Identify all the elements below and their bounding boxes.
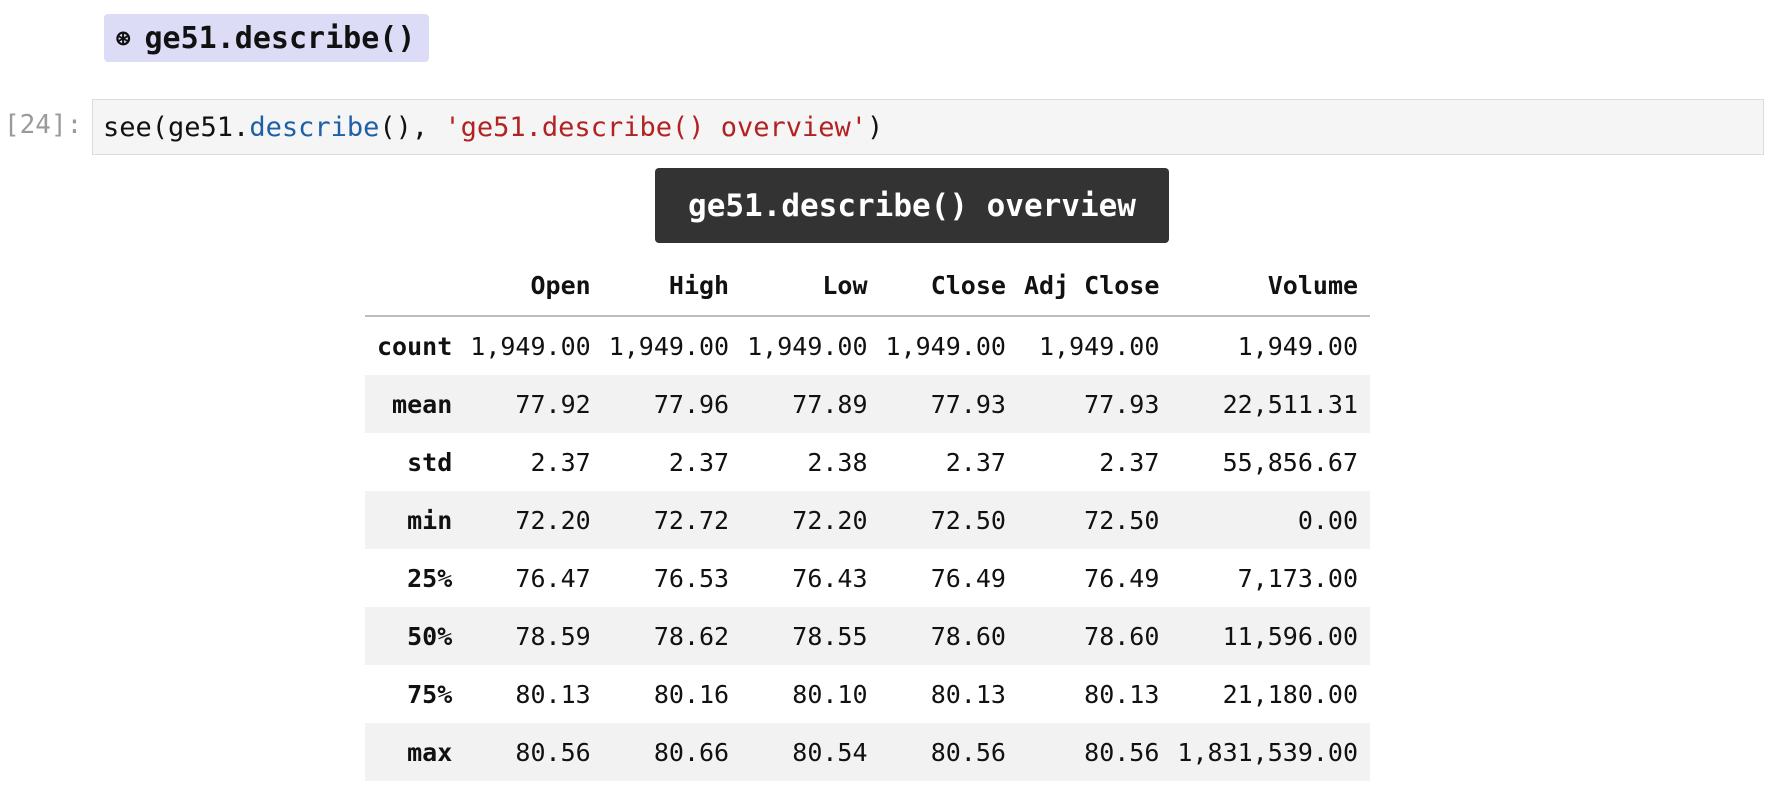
- table-row: min 72.20 72.72 72.20 72.50 72.50 0.00: [365, 491, 1371, 549]
- code-token-str: 'ge51.describe() overview': [444, 111, 868, 143]
- table-body: count 1,949.00 1,949.00 1,949.00 1,949.00 1,9…: [365, 316, 1371, 781]
- table-cell: 1,949.00: [885, 331, 1006, 361]
- table-cell: 80.56: [930, 737, 1006, 767]
- column-header: Close: [867, 256, 1006, 317]
- column-header: Adj Close: [1005, 256, 1160, 317]
- table-cell: 80.13: [930, 679, 1006, 709]
- table-cell: 80.13: [1084, 679, 1160, 709]
- table-cell: 55,856.67: [1222, 447, 1359, 477]
- code-token-fn: describe: [249, 111, 380, 143]
- table-cell: 1,949.00: [608, 331, 730, 361]
- code-token-plain: see(ge51.: [103, 111, 250, 143]
- table-cell: 77.96: [653, 389, 730, 419]
- table-row: std 2.37 2.37 2.38 2.37 2.37 55,856.67: [365, 433, 1370, 491]
- table-cell: 72.20: [792, 505, 868, 535]
- table-cell: 78.55: [792, 621, 868, 651]
- table-cell: 76.49: [1084, 563, 1160, 593]
- row-label: max: [407, 737, 453, 767]
- bullet-icon: ⊛: [116, 24, 131, 52]
- code-token-plain: (),: [379, 111, 445, 143]
- row-label: 25%: [407, 563, 453, 593]
- table-cell: 2.37: [668, 447, 730, 477]
- output-caption: ge51.describe() overview: [655, 168, 1169, 243]
- code-token-plain: ): [867, 111, 884, 143]
- table-cell: 80.54: [792, 737, 868, 767]
- column-header: Open: [452, 256, 591, 317]
- row-label: min: [407, 505, 453, 535]
- table-cell: 78.60: [930, 621, 1006, 651]
- table-cell: 78.59: [515, 621, 591, 651]
- column-header: Volume: [1159, 256, 1371, 317]
- table-cell: 1,949.00: [1039, 331, 1160, 361]
- table-cell: 1,949.00: [1237, 331, 1359, 361]
- markdown-heading: ⊛ ge51.describe(): [104, 14, 430, 62]
- table-cell: 80.16: [653, 679, 730, 709]
- table-row: mean 77.92 77.96 77.89 77.93 77.93 22,511.31: [365, 375, 1371, 433]
- table-cell: 80.56: [515, 737, 591, 767]
- row-label: 75%: [407, 679, 453, 709]
- table-cell: 0.00: [1297, 505, 1359, 535]
- table-cell: 72.72: [653, 505, 730, 535]
- table-cell: 78.62: [653, 621, 730, 651]
- table-cell: 21,180.00: [1222, 679, 1359, 709]
- code-cell-input[interactable]: see(ge51. describe (), 'ge51.describe() ov…: [92, 99, 1764, 155]
- table-cell: 80.66: [653, 737, 730, 767]
- table-cell: 1,831,539.00: [1177, 737, 1359, 767]
- table-cell: 2.37: [1099, 447, 1160, 477]
- table-cell: 22,511.31: [1222, 389, 1359, 419]
- table-row: 50% 78.59 78.62 78.55 78.60 78.60 11,596.00: [365, 607, 1371, 665]
- table-cell: 77.93: [1084, 389, 1160, 419]
- table-cell: 2.37: [530, 447, 591, 477]
- table-cell: 2.38: [807, 447, 868, 477]
- cell-prompt: [24]:: [4, 110, 83, 140]
- table-cell: 72.50: [1084, 505, 1160, 535]
- table-cell: 1,949.00: [747, 331, 868, 361]
- table-header-row: Open High Low Close Adj Close Volume: [365, 256, 1371, 317]
- table-cell: 78.60: [1084, 621, 1160, 651]
- table-row: 75% 80.13 80.16 80.10 80.13 80.13 21,180.00: [365, 665, 1370, 723]
- heading-text: ge51.describe(): [144, 20, 416, 56]
- table-cell: 72.50: [930, 505, 1006, 535]
- table-cell: 76.43: [792, 563, 868, 593]
- table-row: 25% 76.47 76.53 76.43 76.49 76.49 7,173.00: [365, 549, 1370, 607]
- table-cell: 72.20: [515, 505, 591, 535]
- row-label: 50%: [407, 621, 453, 651]
- table-cell: 77.93: [930, 389, 1006, 419]
- describe-table: Open High Low Close Adj Close Volume count 1,9…: [365, 256, 1371, 781]
- table-cell: 76.49: [930, 563, 1006, 593]
- table-cell: 76.53: [653, 563, 730, 593]
- table-cell: 2.37: [945, 447, 1006, 477]
- table-cell: 80.56: [1084, 737, 1160, 767]
- row-label: count: [377, 331, 453, 361]
- table-row: count 1,949.00 1,949.00 1,949.00 1,949.00 1,9…: [365, 316, 1370, 375]
- column-header: Low: [729, 256, 868, 317]
- table-cell: 77.89: [792, 389, 868, 419]
- table-cell: 1,949.00: [470, 331, 591, 361]
- row-label: mean: [392, 389, 453, 419]
- table-cell: 7,173.00: [1237, 563, 1359, 593]
- table-cell: 76.47: [515, 563, 591, 593]
- table-cell: 80.13: [515, 679, 591, 709]
- table-row: max 80.56 80.66 80.54 80.56 80.56 1,831,539.00: [365, 723, 1371, 781]
- index-header: [365, 256, 453, 317]
- row-label: std: [407, 447, 453, 477]
- column-header: High: [590, 256, 730, 317]
- table-cell: 80.10: [792, 679, 868, 709]
- table-cell: 77.92: [515, 389, 591, 419]
- table-cell: 11,596.00: [1222, 621, 1359, 651]
